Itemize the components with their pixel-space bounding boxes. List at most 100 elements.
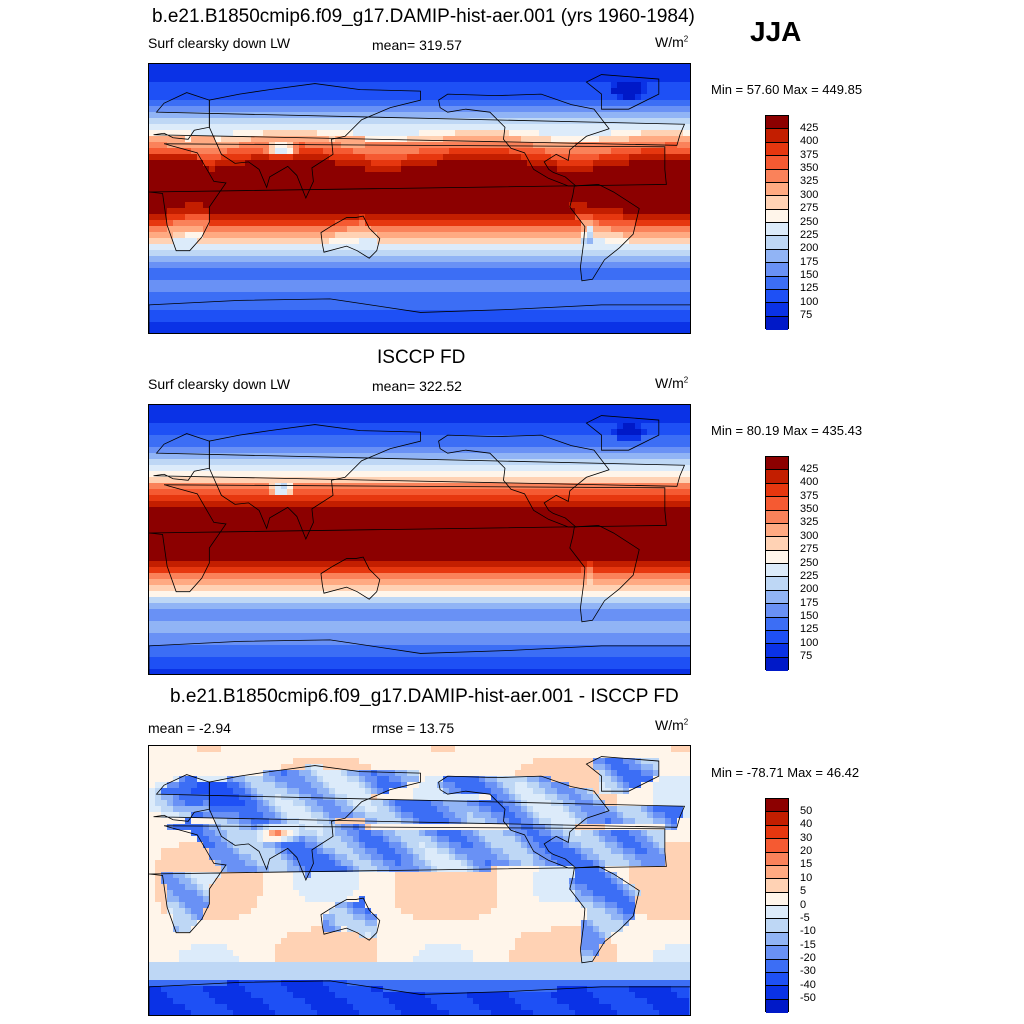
map-cell [545, 292, 552, 299]
map-cell [383, 124, 390, 131]
map-cell [335, 202, 342, 209]
map-cell [239, 405, 246, 412]
map-cell [425, 435, 432, 442]
map-cell [545, 130, 552, 137]
map-cell [257, 292, 264, 299]
map-cell [341, 411, 348, 418]
map-cell [239, 112, 246, 119]
map-cell [617, 220, 624, 227]
map-cell [281, 262, 288, 269]
map-cell [557, 328, 564, 333]
map-cell [425, 417, 432, 424]
map-cell [659, 292, 666, 299]
map-cell [431, 124, 438, 131]
map-cell [599, 124, 606, 131]
map-cell [389, 184, 396, 191]
map-cell [167, 423, 174, 430]
map-cell [359, 166, 366, 173]
map-cell [365, 154, 372, 161]
map-cell [485, 130, 492, 137]
map-cell [665, 286, 672, 293]
map-cell [239, 76, 246, 83]
map-cell [629, 106, 636, 113]
map-cell [491, 268, 498, 275]
map-cell [287, 226, 294, 233]
map-cell [629, 322, 636, 329]
map-cell [491, 130, 498, 137]
map-cell [317, 70, 324, 77]
map-cell [347, 417, 354, 424]
map-cell [365, 106, 372, 113]
map-cell [611, 160, 618, 167]
map-cell [317, 453, 324, 460]
map-cell [377, 417, 384, 424]
map-cell [563, 411, 570, 418]
map-cell [611, 232, 618, 239]
map-cell [569, 94, 576, 101]
map-cell [197, 142, 204, 149]
map-cell [323, 100, 330, 107]
map-cell [587, 106, 594, 113]
map-cell [641, 232, 648, 239]
map-cell [551, 292, 558, 299]
map-cell [431, 322, 438, 329]
map-cell [491, 411, 498, 418]
map-cell [185, 298, 192, 305]
map-cell [515, 82, 522, 89]
map-cell [401, 298, 408, 305]
map-cell [251, 64, 258, 71]
map-cell [521, 118, 528, 125]
map-cell [455, 435, 462, 442]
map-cell [575, 196, 582, 203]
map-cell [641, 286, 648, 293]
map-cell [329, 166, 336, 173]
map-cell [215, 148, 222, 155]
map-cell [443, 166, 450, 173]
map-cell [665, 441, 672, 448]
map-cell [323, 160, 330, 167]
map-cell [281, 124, 288, 131]
map-cell [569, 88, 576, 95]
map-cell [593, 441, 600, 448]
map-cell [167, 435, 174, 442]
map-cell [401, 286, 408, 293]
map-cell [485, 136, 492, 143]
map-cell [683, 76, 690, 83]
map-cell [665, 417, 672, 424]
map-cell [539, 310, 546, 317]
map-cell [491, 190, 498, 197]
map-cell [365, 130, 372, 137]
map-cell [437, 447, 444, 454]
map-cell [569, 130, 576, 137]
map-cell [449, 64, 456, 71]
map-cell [401, 417, 408, 424]
map-cell [149, 64, 156, 71]
map-cell [503, 154, 510, 161]
map-cell [371, 310, 378, 317]
map-cell [377, 118, 384, 125]
map-cell [527, 238, 534, 245]
map-cell [383, 238, 390, 245]
map-cell [563, 76, 570, 83]
map-cell [389, 274, 396, 281]
map-cell [545, 447, 552, 454]
map-cell [575, 423, 582, 430]
map-cell [533, 256, 540, 263]
map-cell [587, 310, 594, 317]
map-cell [239, 328, 246, 333]
map-cell [533, 316, 540, 323]
map-cell [227, 148, 234, 155]
map-cell [515, 274, 522, 281]
map-cell [251, 178, 258, 185]
map-cell [419, 136, 426, 143]
map-cell [479, 208, 486, 215]
map-cell [149, 322, 156, 329]
map-cell [353, 82, 360, 89]
map-cell [425, 100, 432, 107]
map-cell [275, 411, 282, 418]
map-cell [191, 316, 198, 323]
map-cell [605, 82, 612, 89]
map-cell [539, 286, 546, 293]
map-cell [599, 232, 606, 239]
map-cell [275, 441, 282, 448]
